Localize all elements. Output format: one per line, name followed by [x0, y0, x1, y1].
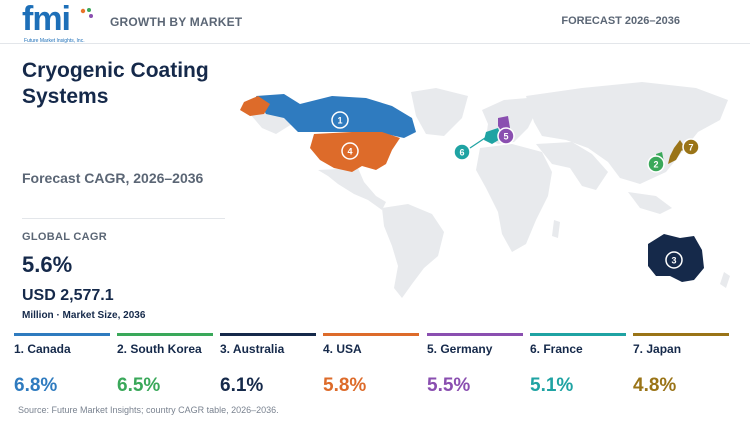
map-marker-number: 2	[653, 160, 658, 170]
global-cagr-label: GLOBAL CAGR	[22, 231, 107, 243]
country-card-name: 6. France	[530, 342, 583, 356]
map-marker-number: 3	[671, 256, 676, 266]
header: fmi Future Market Insights, Inc. GROWTH …	[0, 0, 750, 44]
country-australia	[648, 234, 704, 282]
divider	[22, 218, 225, 219]
country-card: 2. South Korea 6.5%	[117, 333, 213, 399]
header-forecast-label: FORECAST 2026–2036	[561, 15, 680, 27]
country-card-cagr: 6.1%	[220, 375, 264, 396]
country-cagr-cards: 1. Canada 6.8% 2. South Korea 6.5% 3. Austra…	[14, 333, 736, 403]
forecast-subtitle: Forecast CAGR, 2026–2036	[22, 170, 204, 186]
market-size-label: Million · Market Size, 2036	[22, 310, 146, 321]
land-se-asia	[628, 192, 672, 214]
land-asia	[526, 82, 728, 184]
country-card-name: 2. South Korea	[117, 342, 202, 356]
map-marker: 1	[331, 111, 349, 129]
country-card-bar	[14, 333, 110, 336]
country-card-bar	[117, 333, 213, 336]
country-card-name: 4. USA	[323, 342, 362, 356]
land-south-america	[382, 204, 444, 298]
country-card-cagr: 5.1%	[530, 375, 574, 396]
land-madagascar	[552, 220, 560, 238]
country-card-bar	[220, 333, 316, 336]
country-card-name: 7. Japan	[633, 342, 682, 356]
country-card-name: 1. Canada	[14, 342, 71, 356]
country-card-bar	[427, 333, 523, 336]
country-card-cagr: 5.5%	[427, 375, 471, 396]
land-new-zealand	[720, 272, 730, 288]
country-card-bar	[633, 333, 729, 336]
map-marker: 5	[497, 127, 515, 145]
world-map: 1 2 3 4 5 6 7	[240, 82, 730, 298]
country-card-bar	[323, 333, 419, 336]
page-title: Cryogenic Coating Systems	[22, 59, 209, 108]
logo-dots-icon	[80, 8, 93, 18]
country-card-cagr: 5.8%	[323, 375, 367, 396]
land-middle-east	[536, 142, 608, 190]
market-size-value: USD 2,577.1	[22, 287, 114, 304]
country-card: 6. France 5.1%	[530, 333, 626, 399]
map-marker-number: 7	[688, 143, 693, 153]
country-card: 4. USA 5.8%	[323, 333, 419, 399]
land-greenland	[411, 88, 468, 136]
global-cagr-value: 5.6%	[22, 252, 73, 277]
map-marker-number: 1	[337, 116, 342, 126]
header-section-label: GROWTH BY MARKET	[110, 15, 243, 29]
country-card-bar	[530, 333, 626, 336]
land-africa	[476, 144, 552, 252]
country-canada	[256, 94, 416, 138]
country-card-name: 3. Australia	[220, 342, 285, 356]
logo-subtext: Future Market Insights, Inc.	[24, 38, 85, 44]
map-marker: 3	[665, 251, 683, 269]
country-card: 5. Germany 5.5%	[427, 333, 523, 399]
map-leader-line	[469, 135, 489, 149]
land-central-america	[318, 168, 386, 210]
source-note: Source: Future Market Insights; country …	[18, 405, 279, 415]
map-marker: 2	[647, 155, 665, 173]
fmi-logo[interactable]: fmi Future Market Insights, Inc.	[22, 0, 93, 44]
country-card-name: 5. Germany	[427, 342, 493, 356]
country-usa-alaska	[240, 96, 270, 116]
country-card: 3. Australia 6.1%	[220, 333, 316, 399]
map-markers: 1 2 3 4 5 6 7	[331, 111, 700, 269]
map-marker: 6	[453, 143, 471, 161]
world-land	[250, 82, 730, 298]
map-marker-number: 4	[347, 147, 352, 157]
map-leader-line	[677, 148, 684, 155]
country-card: 7. Japan 4.8%	[633, 333, 729, 399]
country-card-cagr: 4.8%	[633, 375, 677, 396]
map-marker-number: 5	[503, 132, 508, 142]
logo-text: fmi	[22, 0, 71, 38]
country-japan	[668, 140, 684, 164]
country-usa	[310, 132, 400, 172]
country-card-cagr: 6.8%	[14, 375, 58, 396]
map-marker-number: 6	[459, 148, 464, 158]
country-card: 1. Canada 6.8%	[14, 333, 110, 399]
country-card-cagr: 6.5%	[117, 375, 161, 396]
map-marker: 7	[682, 138, 700, 156]
country-france	[484, 128, 502, 144]
map-marker: 4	[341, 142, 359, 160]
